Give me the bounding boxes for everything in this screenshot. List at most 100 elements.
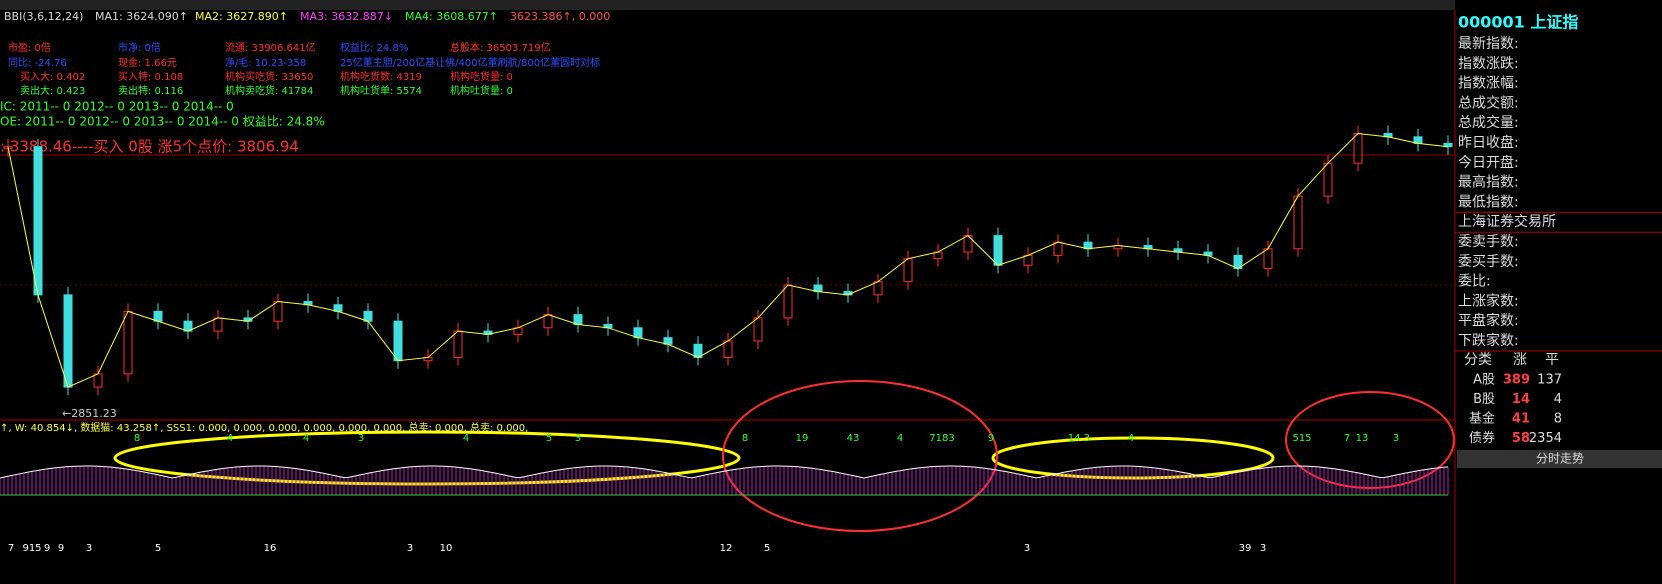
- signal-count: 4: [463, 433, 469, 444]
- info-text: 机构吃货数: 4319: [340, 70, 422, 83]
- ma: MA2: 3627.890↑: [195, 10, 288, 23]
- field-label: 委卖手数:: [1458, 234, 1519, 250]
- field-label: 上海证券交易所: [1458, 213, 1556, 230]
- signal-count: 4: [303, 433, 309, 444]
- signal-count: 9: [988, 433, 994, 444]
- info-text: 流通: 33906.641亿: [225, 41, 316, 54]
- signal-count: 515: [1292, 433, 1311, 444]
- table-cell: 债券: [1469, 430, 1495, 446]
- day-count: 16: [264, 543, 277, 554]
- table-cell: B股: [1473, 392, 1495, 407]
- highlight: [722, 380, 998, 532]
- day-count: 12: [720, 543, 733, 554]
- table-cell: 基金: [1469, 411, 1495, 427]
- info-text: IC: 2011-- 0 2012-- 0 2013-- 0 2014-- 0: [0, 100, 234, 114]
- candle-body: [993, 235, 1003, 266]
- signal-count: 4: [227, 433, 233, 444]
- signal-count: 3: [575, 433, 581, 444]
- day-count: 5: [155, 543, 161, 554]
- info-text: 机构买吃货: 33650: [225, 70, 313, 83]
- info-text: 机构吐货量: 0: [450, 84, 513, 97]
- panel-title: 000001 上证指: [1458, 13, 1578, 32]
- signal-count: 8: [742, 433, 748, 444]
- candle-body: [363, 310, 373, 322]
- field-label: 最新指数:: [1458, 36, 1519, 52]
- info-text: 净/毛: 10.23-358: [225, 56, 306, 69]
- highlight: [1285, 391, 1455, 489]
- table-cell: 8: [1554, 412, 1562, 427]
- table-cell: 4: [1554, 392, 1562, 407]
- ma: MA3: 3632.887↓: [300, 10, 393, 23]
- candles: [3, 125, 1453, 396]
- button-bg[interactable]: [1457, 450, 1662, 468]
- table-header: 分类: [1464, 352, 1492, 368]
- field-label: 委买手数:: [1458, 254, 1519, 270]
- signal: : 3388.46----买入 0股 涨5个点价: 3806.94: [0, 138, 299, 156]
- ma: MA4: 3608.677↑: [405, 10, 498, 23]
- signal-count: 19: [796, 433, 809, 444]
- info-text: 权益比: 24.8%: [340, 41, 408, 54]
- table-cell: 41: [1512, 412, 1530, 427]
- info-text: 同比: -24.76: [8, 57, 67, 69]
- candle-body: [213, 317, 223, 332]
- table-header: 涨: [1513, 352, 1527, 368]
- field-label: 今日开盘:: [1458, 154, 1519, 171]
- info-text: 机构卖吃货: 41784: [225, 84, 313, 97]
- candle-body: [1353, 133, 1363, 164]
- ma: MA1: 3624.090↑: [95, 10, 188, 23]
- candle-body: [153, 310, 163, 322]
- info-text: 现金: 1.66元: [118, 56, 177, 69]
- candle-body: [63, 294, 73, 388]
- indicator-waves: [0, 465, 1449, 496]
- table-cell: 2354: [1529, 431, 1562, 446]
- info-text: 卖出大: 0.423: [20, 84, 85, 97]
- table-cell: 58: [1512, 431, 1530, 446]
- day-count: 915: [22, 543, 41, 554]
- candle-body: [783, 284, 793, 319]
- toolbar: [0, 0, 1455, 10]
- candle-body: [543, 314, 553, 329]
- candle-body: [33, 146, 43, 296]
- signal-count: 4: [1128, 433, 1134, 444]
- candle-body: [453, 330, 463, 358]
- info-text: 买入大: 0.402: [20, 70, 85, 83]
- signal-count: 7183: [929, 433, 954, 444]
- field-label: 上涨家数:: [1458, 292, 1519, 309]
- table-header: 平: [1545, 352, 1559, 368]
- signal-count: 14 3: [1068, 433, 1090, 444]
- candle-body: [753, 317, 763, 342]
- info-text: 机构吐货单: 5574: [340, 84, 422, 97]
- candle-body: [1323, 162, 1333, 197]
- field-label: 总成交量:: [1458, 114, 1519, 131]
- info-text: OE: 2011-- 0 2012-- 0 2013-- 0 2014-- 0 …: [0, 115, 325, 129]
- signal-count: 3: [1393, 433, 1399, 444]
- day-count: 3: [86, 543, 92, 554]
- signal-count: 3: [358, 433, 364, 444]
- info-text: 25亿董主胆/200亿基让佛/400亿董刷航/800亿董圆时对标: [340, 56, 600, 69]
- ma: 3623.386↑, 0.000: [510, 10, 610, 23]
- field-label: 下跌家数:: [1458, 332, 1519, 349]
- candle-body: [723, 340, 733, 358]
- field-label: 指数涨跌:: [1458, 56, 1519, 72]
- info-text: 买入特: 0.108: [118, 71, 183, 83]
- indicator-name: BBI(3,6,12,24): [4, 10, 83, 23]
- day-count: 9: [44, 543, 50, 554]
- signal-count: 7: [1344, 433, 1350, 444]
- field-label: 指数涨幅:: [1458, 76, 1519, 92]
- day-count: 7: [8, 543, 14, 554]
- day-count: 3: [407, 543, 413, 554]
- button[interactable]: 分时走势: [1536, 452, 1584, 466]
- table-cell: 137: [1537, 373, 1562, 388]
- info-text: 市净: 0倍: [118, 41, 161, 54]
- candle-body: [1023, 254, 1033, 266]
- field-label: 总成交额:: [1458, 94, 1519, 111]
- info-text: 机构吃货量: 0: [450, 70, 513, 83]
- candle-body: [93, 373, 103, 388]
- table-cell: A股: [1473, 373, 1495, 388]
- candle-body: [1293, 195, 1303, 250]
- close-line: [7, 133, 1449, 388]
- candle-body: [633, 327, 643, 339]
- day-count: 3: [1260, 543, 1266, 554]
